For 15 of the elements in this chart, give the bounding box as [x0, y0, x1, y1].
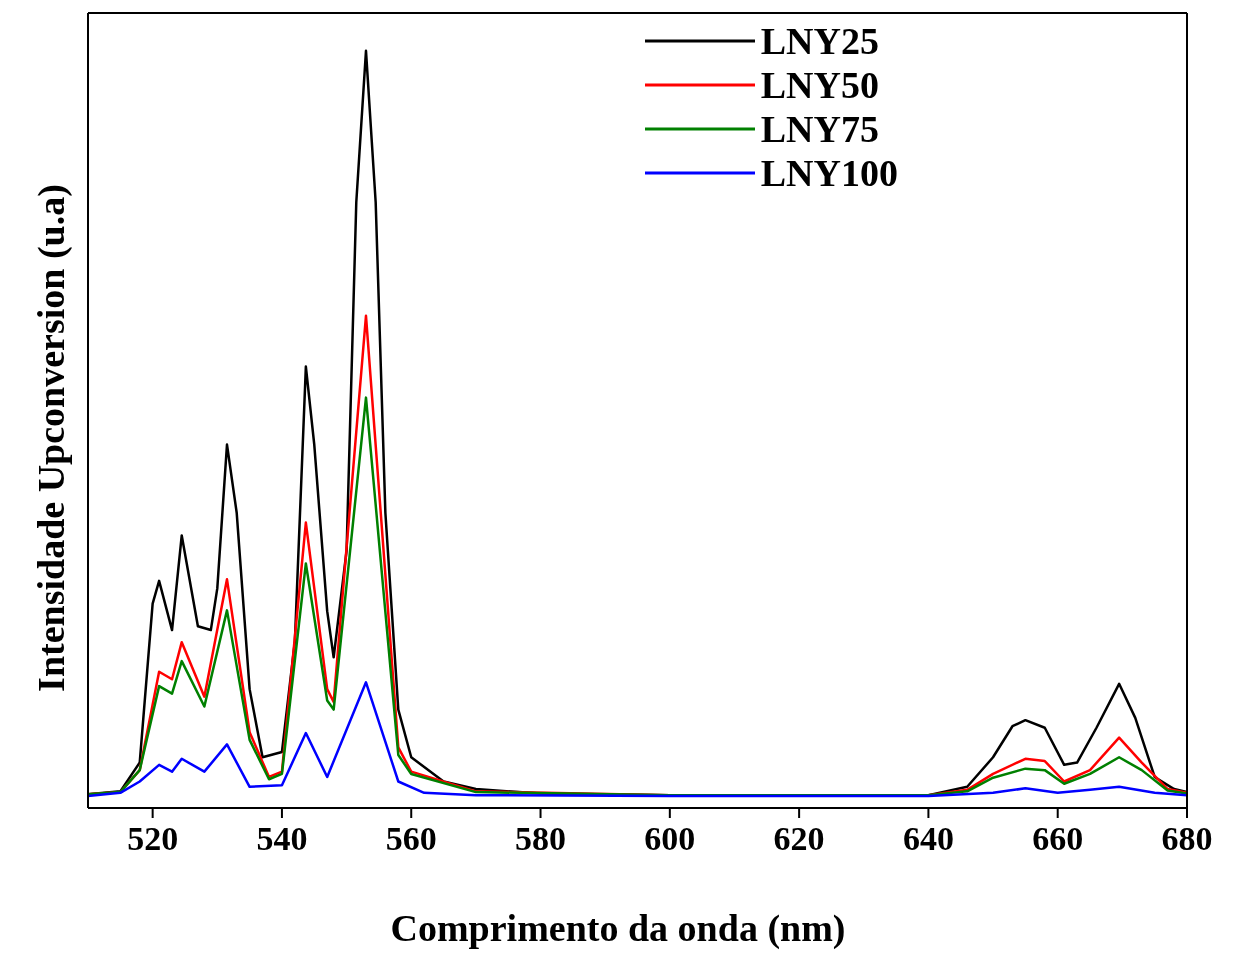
x-tick-label: 580: [515, 820, 567, 858]
y-axis-title: Intensidade Upconversion (u.a): [30, 184, 73, 692]
x-tick-label: 640: [902, 820, 954, 858]
x-tick-label: 620: [773, 820, 825, 858]
x-tick-label: 660: [1032, 820, 1084, 858]
legend-label: LNY50: [760, 63, 879, 107]
x-tick-label: 600: [644, 820, 696, 858]
legend-label: LNY75: [760, 107, 879, 151]
x-axis-title: Comprimento da onda (nm): [390, 907, 846, 949]
x-tick-label: 560: [385, 820, 437, 858]
x-tick-label: 540: [256, 820, 308, 858]
x-tick-label: 680: [1161, 820, 1213, 858]
x-tick-label: 520: [127, 820, 179, 858]
legend-label: LNY100: [760, 151, 898, 195]
legend-label: LNY25: [760, 19, 879, 63]
